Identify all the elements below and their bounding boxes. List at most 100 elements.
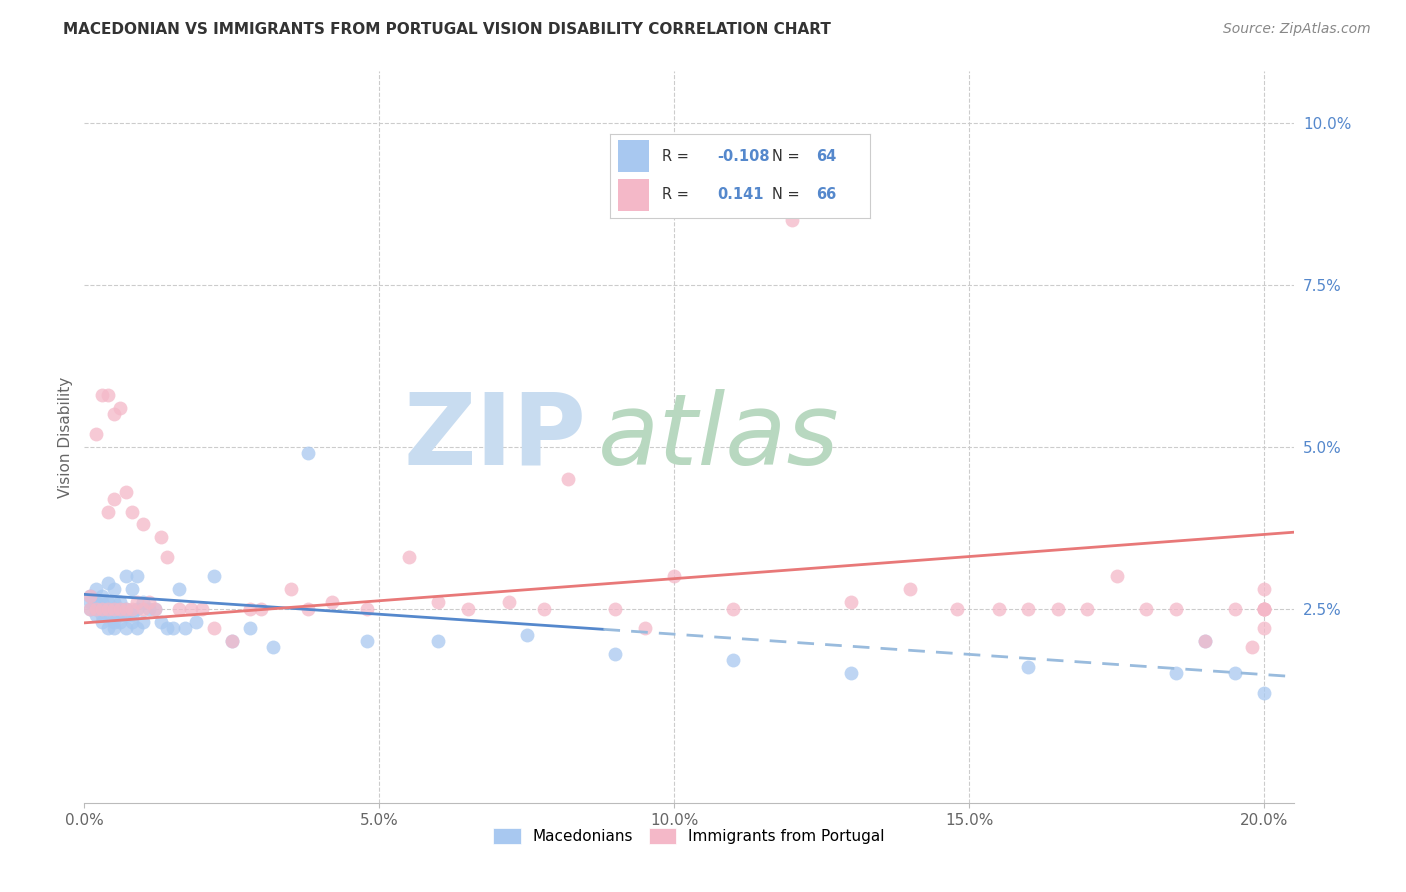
Point [103,595,125,609]
Point [108,595,131,609]
Point [191,601,214,615]
Point [114,601,136,615]
Point [1135,601,1157,615]
Point [91,608,114,623]
Point [91,595,114,609]
Point [1223,601,1246,615]
Point [84,601,107,615]
Point [103,491,125,506]
Point [103,601,125,615]
Point [1253,686,1275,700]
Point [1253,601,1275,615]
Point [1253,601,1275,615]
Point [1241,640,1264,655]
Point [721,653,744,667]
Point [103,601,125,615]
Point [356,634,378,648]
Point [297,601,319,615]
Point [1164,666,1187,681]
Y-axis label: Vision Disability: Vision Disability [58,376,73,498]
Point [221,634,243,648]
Point [557,472,579,486]
Point [1046,601,1069,615]
Point [180,601,202,615]
Point [103,582,125,597]
Point [103,408,125,422]
Point [250,601,273,615]
Point [150,530,173,544]
Point [457,601,479,615]
Point [138,601,160,615]
Point [1076,601,1098,615]
Point [839,595,862,609]
Point [1253,601,1275,615]
Point [103,608,125,623]
Point [108,615,131,629]
Point [143,601,166,615]
Point [103,621,125,635]
Point [97,575,120,590]
Point [91,615,114,629]
Point [516,627,538,641]
Point [664,569,686,583]
Point [108,608,131,623]
Point [91,601,114,615]
Point [121,504,143,518]
Point [297,446,319,460]
Point [132,601,155,615]
Point [221,634,243,648]
Point [84,608,107,623]
Point [143,601,166,615]
Point [97,388,120,402]
Point [898,582,921,597]
Point [167,601,190,615]
Point [114,485,136,500]
Point [356,601,378,615]
Point [1105,569,1128,583]
Point [238,601,260,615]
Point [79,595,101,609]
Point [1253,601,1275,615]
Point [79,601,101,615]
Point [91,589,114,603]
Point [97,621,120,635]
Point [108,601,131,615]
Text: ZIP: ZIP [404,389,586,485]
Point [84,426,107,441]
Point [186,615,208,629]
Point [114,601,136,615]
Point [97,595,120,609]
Point [498,595,520,609]
Point [1194,634,1216,648]
Point [321,595,343,609]
Point [121,615,143,629]
Point [84,582,107,597]
Point [156,549,179,564]
Point [202,621,225,635]
Point [103,615,125,629]
Point [127,621,149,635]
Point [262,640,284,655]
Point [398,549,420,564]
Point [1253,621,1275,635]
Point [1017,601,1039,615]
Point [634,621,657,635]
Point [173,621,195,635]
Point [84,595,107,609]
Point [721,601,744,615]
Point [427,634,450,648]
Point [79,601,101,615]
Point [127,595,149,609]
Point [1017,660,1039,674]
Point [427,595,450,609]
Point [103,601,125,615]
Point [97,601,120,615]
Point [946,601,969,615]
Legend: Macedonians, Immigrants from Portugal: Macedonians, Immigrants from Portugal [486,822,891,850]
Point [150,615,173,629]
Point [280,582,302,597]
Point [1223,666,1246,681]
Point [132,517,155,532]
Point [114,608,136,623]
Point [780,213,803,227]
